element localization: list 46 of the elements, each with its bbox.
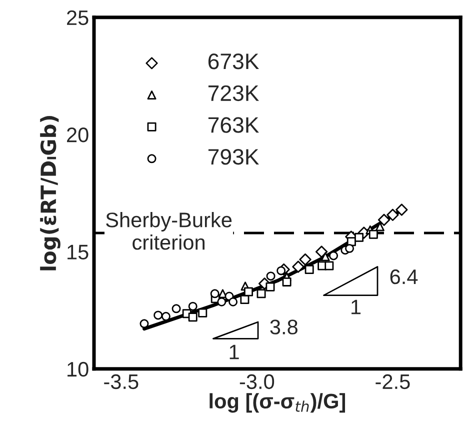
ref-line-label: Sherby-Burke criterion [106, 212, 232, 250]
point [240, 295, 250, 304]
point [188, 312, 198, 322]
point [266, 272, 276, 281]
point [345, 244, 354, 253]
point [198, 308, 208, 318]
point [228, 297, 238, 306]
x-tick-label: -3.0 [240, 374, 274, 390]
legend-label: 723K [208, 85, 259, 102]
annotation: 3.8 [270, 320, 298, 334]
point [292, 260, 304, 273]
annotation: 1 [352, 300, 361, 314]
point [210, 289, 220, 298]
x-tick-label: -2.5 [376, 374, 410, 390]
x-tick-label: -3.5 [104, 374, 138, 390]
y-tick-label: 10 [68, 362, 88, 377]
point [276, 266, 286, 276]
point [354, 232, 364, 242]
point [378, 214, 390, 226]
point [172, 304, 181, 314]
point [140, 319, 149, 328]
point [304, 265, 314, 274]
point [244, 287, 254, 296]
y-tick-label: 20 [67, 128, 88, 142]
annotation: 6.4 [390, 269, 418, 284]
point [299, 253, 312, 266]
point [396, 204, 408, 216]
legend-label: 763K [208, 117, 259, 133]
y-tick-label: 15 [68, 244, 88, 260]
point [324, 261, 334, 270]
legend-label: 673K [208, 54, 259, 70]
legend-label: 793K [208, 148, 259, 165]
annotation: 1 [230, 344, 239, 360]
point [386, 208, 399, 221]
point [368, 230, 378, 239]
point [217, 297, 226, 306]
point [266, 282, 275, 292]
point [282, 277, 292, 286]
y-axis-title: log(ε̇RT/DₗGb) [40, 116, 60, 270]
point [315, 246, 328, 258]
y-tick-label: 25 [67, 10, 88, 26]
x-axis-title: log [(σ-σ$_{th}$)/G] [210, 393, 346, 413]
point [188, 302, 198, 311]
point [320, 252, 330, 262]
point [154, 310, 163, 320]
point [256, 289, 266, 298]
